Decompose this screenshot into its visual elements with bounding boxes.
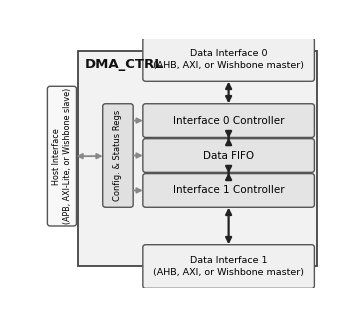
Text: Data Interface 1
(AHB, AXI, or Wishbone master): Data Interface 1 (AHB, AXI, or Wishbone …	[153, 257, 304, 277]
Text: Interface 1 Controller: Interface 1 Controller	[173, 185, 285, 195]
FancyBboxPatch shape	[47, 86, 76, 226]
FancyBboxPatch shape	[143, 104, 315, 137]
FancyBboxPatch shape	[143, 139, 315, 172]
FancyBboxPatch shape	[143, 174, 315, 207]
Text: Data FIFO: Data FIFO	[203, 151, 254, 160]
FancyBboxPatch shape	[143, 38, 315, 81]
Text: Config. & Status Regs: Config. & Status Regs	[114, 110, 122, 201]
FancyBboxPatch shape	[143, 245, 315, 288]
Text: DMA_CTRL: DMA_CTRL	[85, 58, 164, 71]
Text: Interface 0 Controller: Interface 0 Controller	[173, 116, 285, 126]
Text: Host Interface
(APB, AXI-Lite, or Wishbone slave): Host Interface (APB, AXI-Lite, or Wishbo…	[52, 88, 72, 224]
Text: Data Interface 0
(AHB, AXI, or Wishbone master): Data Interface 0 (AHB, AXI, or Wishbone …	[153, 50, 304, 70]
Bar	[78, 51, 317, 266]
FancyBboxPatch shape	[103, 104, 133, 207]
